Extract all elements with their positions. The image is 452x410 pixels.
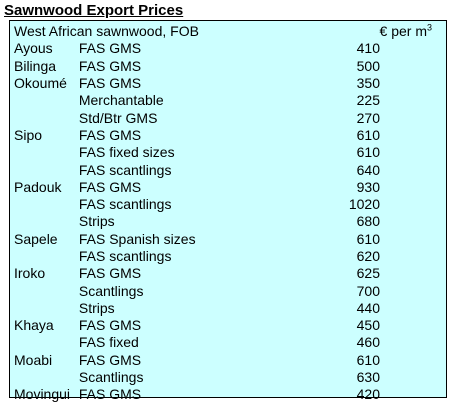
grade-cell: FAS fixed sizes — [78, 144, 175, 161]
price-cell: 410 — [356, 40, 380, 57]
price-cell: 930 — [356, 178, 380, 195]
table-row: Ayous FAS GMS 410 — [12, 40, 446, 57]
grade-cell: Scantlings — [78, 369, 144, 386]
price-cell: 610 — [356, 126, 380, 143]
price-cell: 1020 — [348, 196, 380, 213]
grade-cell: FAS GMS — [78, 178, 142, 195]
species-cell — [12, 92, 79, 109]
price-cell: 610 — [356, 144, 380, 161]
price-cell: 700 — [356, 282, 380, 299]
table-row: Moabi FAS GMS 610 — [12, 352, 446, 369]
header-label: West African sawnwood, FOB — [14, 23, 199, 40]
grade-cell: FAS GMS — [78, 317, 142, 334]
grade-cell: FAS GMS — [78, 265, 142, 282]
species-cell: Sipo — [14, 126, 43, 143]
table-row: Sapele FAS Spanish sizes 610 — [12, 231, 446, 248]
grade-cell: FAS GMS — [78, 351, 142, 368]
table-row: FAS scantlings 1020 — [12, 196, 446, 213]
species-cell — [12, 300, 79, 317]
grade-cell: Scantlings — [78, 282, 144, 299]
price-table: West African sawnwood, FOB € per m3 Ayou… — [12, 23, 446, 404]
table-row: FAS scantlings 620 — [12, 248, 446, 265]
table-row: Iroko FAS GMS 625 — [12, 265, 446, 282]
grade-cell: FAS GMS — [78, 126, 142, 143]
table-row: Strips 440 — [12, 300, 446, 317]
price-cell: 350 — [356, 75, 380, 92]
header-unit-text: € per m — [379, 23, 427, 40]
table-row: Std/Btr GMS 270 — [12, 109, 446, 126]
price-cell: 450 — [356, 317, 380, 334]
species-cell — [12, 369, 79, 386]
species-cell: Movingui — [14, 386, 71, 403]
species-cell — [12, 109, 79, 126]
species-cell — [12, 161, 79, 178]
species-cell: Sapele — [14, 230, 58, 247]
species-cell: Moabi — [14, 351, 53, 368]
price-cell: 270 — [356, 109, 380, 126]
price-cell: 630 — [356, 369, 380, 386]
grade-cell: Merchantable — [78, 92, 164, 109]
species-cell — [12, 196, 79, 213]
table-row: Scantlings 700 — [12, 282, 446, 299]
table-row: Movingui FAS GMS 420 — [12, 386, 446, 403]
table-row: Padouk FAS GMS 930 — [12, 179, 446, 196]
grade-cell: FAS scantlings — [78, 161, 172, 178]
grade-cell: FAS GMS — [78, 40, 142, 57]
table-row: Khaya FAS GMS 450 — [12, 317, 446, 334]
price-cell: 625 — [356, 265, 380, 282]
price-cell: 610 — [356, 230, 380, 247]
table-header-row: West African sawnwood, FOB € per m3 — [12, 23, 446, 40]
species-cell: Iroko — [14, 265, 46, 282]
price-cell: 225 — [356, 92, 380, 109]
grade-cell: Std/Btr GMS — [78, 109, 158, 126]
price-cell: 620 — [356, 248, 380, 264]
table-row: Okoumé FAS GMS 350 — [12, 75, 446, 92]
header-unit: € per m3 — [272, 23, 446, 40]
table-row: FAS fixed 460 — [12, 334, 446, 351]
species-cell: Ayous — [14, 40, 53, 57]
species-cell: Padouk — [14, 178, 62, 195]
species-cell — [12, 144, 79, 161]
price-table-panel: West African sawnwood, FOB € per m3 Ayou… — [9, 20, 447, 402]
grade-cell: FAS scantlings — [78, 248, 172, 264]
price-cell: 680 — [356, 213, 380, 230]
grade-cell: FAS GMS — [78, 386, 142, 403]
table-row: Sipo FAS GMS 610 — [12, 127, 446, 144]
grade-cell: FAS fixed — [78, 334, 139, 351]
species-cell: Okoumé — [14, 75, 67, 92]
price-cell: 460 — [356, 334, 380, 351]
grade-cell: FAS Spanish sizes — [78, 230, 196, 247]
table-row: Merchantable 225 — [12, 92, 446, 109]
grade-cell: Strips — [78, 299, 115, 316]
price-cell: 440 — [356, 299, 380, 316]
species-cell — [12, 334, 79, 351]
price-cell: 500 — [356, 57, 380, 74]
species-cell — [12, 213, 79, 230]
table-row: Bilinga FAS GMS 500 — [12, 58, 446, 75]
price-cell: 640 — [356, 161, 380, 178]
price-cell: 610 — [356, 351, 380, 368]
price-cell: 420 — [356, 386, 380, 403]
grade-cell: FAS GMS — [78, 75, 142, 92]
grade-cell: FAS GMS — [78, 57, 142, 74]
page-title: Sawnwood Export Prices — [4, 2, 184, 19]
grade-cell: Strips — [78, 213, 115, 230]
species-cell: Bilinga — [14, 57, 57, 74]
species-cell: Khaya — [14, 317, 54, 334]
grade-cell: FAS scantlings — [78, 196, 172, 213]
table-row: FAS scantlings 640 — [12, 161, 446, 178]
species-cell — [12, 248, 79, 265]
species-cell — [12, 282, 79, 299]
table-row: Strips 680 — [12, 213, 446, 230]
table-row: Scantlings 630 — [12, 369, 446, 386]
table-row: FAS fixed sizes 610 — [12, 144, 446, 161]
header-unit-superscript: 3 — [426, 22, 432, 33]
